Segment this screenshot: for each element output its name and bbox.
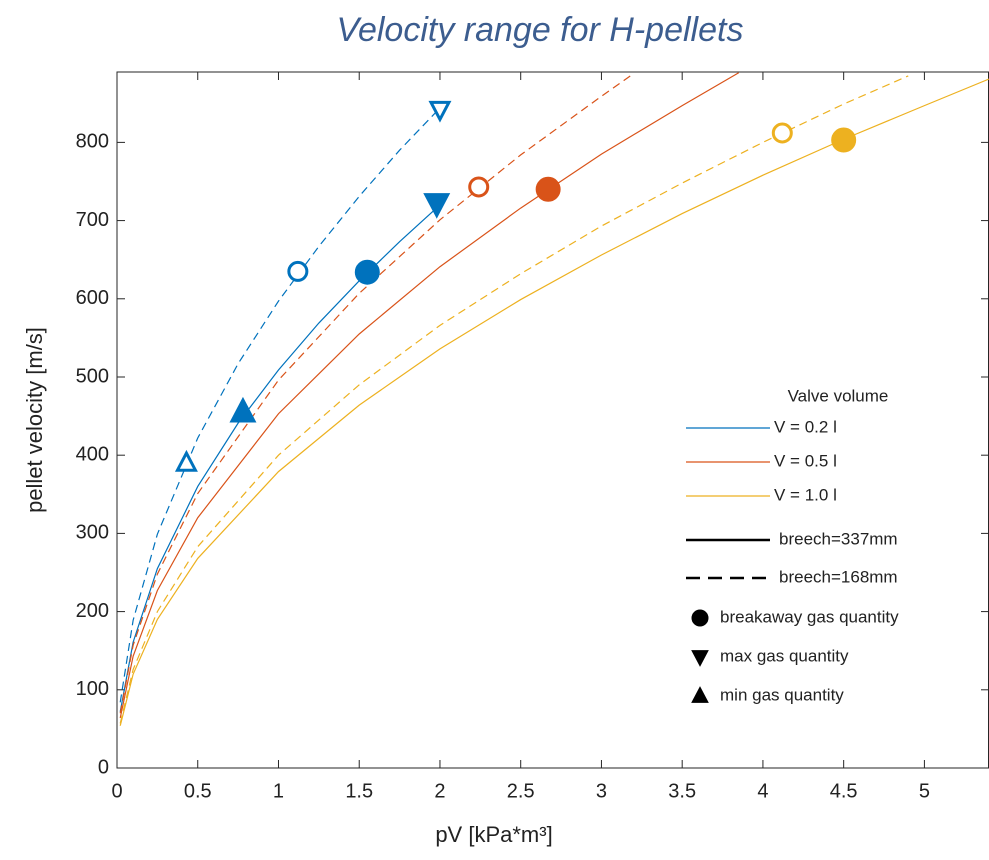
series-line <box>119 75 909 724</box>
y-axis-label: pellet velocity [m/s] <box>22 327 47 513</box>
legend-label: V = 0.2 l <box>774 417 837 436</box>
legend-marker <box>691 686 709 703</box>
point-marker <box>468 176 490 198</box>
series-group <box>119 72 989 726</box>
point-marker <box>354 259 380 285</box>
y-tick-label: 400 <box>76 443 109 465</box>
point-marker <box>428 100 452 123</box>
x-tick-label: 1 <box>273 780 284 802</box>
point-marker <box>831 127 857 153</box>
series-line <box>119 78 989 726</box>
point-marker <box>423 193 451 219</box>
point-marker <box>229 396 257 423</box>
legend-marker <box>691 650 709 667</box>
series-line <box>119 73 635 714</box>
x-axis-label: pV [kPa*m³] <box>435 822 552 847</box>
y-tick-label: 300 <box>76 522 109 544</box>
x-tick-label: 4 <box>757 780 768 802</box>
y-tick-label: 100 <box>76 678 109 700</box>
x-tick-label: 2 <box>434 780 445 802</box>
legend-label: breech=168mm <box>779 567 898 586</box>
legend-label: breakaway gas quantity <box>720 607 899 626</box>
x-tick-label: 4.5 <box>830 780 858 802</box>
series-line <box>119 107 441 703</box>
x-tick-label: 1.5 <box>345 780 373 802</box>
legend-marker <box>691 609 709 627</box>
legend-label: V = 0.5 l <box>774 451 837 470</box>
legend-label: V = 1.0 l <box>774 485 837 504</box>
x-tick-label: 5 <box>919 780 930 802</box>
y-tick-label: 600 <box>76 287 109 309</box>
legend-title: Valve volume <box>788 386 889 405</box>
y-tick-label: 800 <box>76 131 109 153</box>
series-line <box>119 204 441 712</box>
legend-label: min gas quantity <box>720 685 844 704</box>
legend-label: breech=337mm <box>779 529 898 548</box>
point-marker <box>535 176 561 202</box>
x-tick-label: 3.5 <box>668 780 696 802</box>
point-marker <box>771 122 793 144</box>
point-marker <box>287 260 309 282</box>
chart-title: Velocity range for H-pellets <box>337 11 744 49</box>
y-tick-label: 200 <box>76 600 109 622</box>
series-line <box>119 72 740 719</box>
x-tick-label: 0.5 <box>184 780 212 802</box>
x-tick-label: 0 <box>111 780 122 802</box>
point-marker <box>174 449 198 472</box>
legend-label: max gas quantity <box>720 646 849 665</box>
y-tick-label: 0 <box>98 756 109 778</box>
y-tick-label: 700 <box>76 209 109 231</box>
x-tick-label: 2.5 <box>507 780 535 802</box>
y-tick-label: 500 <box>76 365 109 387</box>
x-tick-label: 3 <box>596 780 607 802</box>
